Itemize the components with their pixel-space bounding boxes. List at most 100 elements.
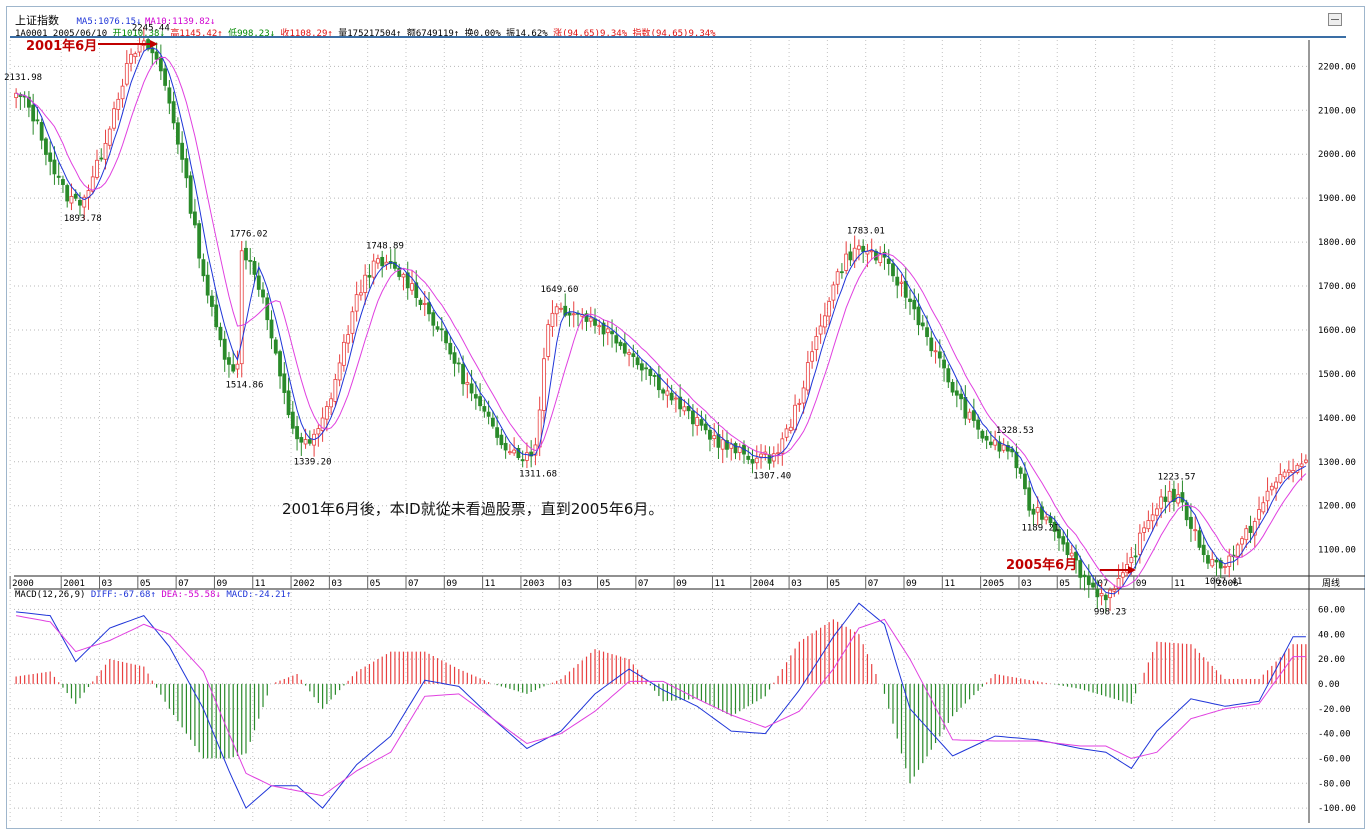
candle-body xyxy=(1142,527,1147,533)
candle-body xyxy=(303,439,308,445)
time-axis-label: 2000 xyxy=(12,579,34,589)
macd-tick-label: 40.00 xyxy=(1318,630,1345,640)
candle-body xyxy=(1261,502,1266,513)
candle-body xyxy=(588,317,593,322)
close-value: 收1108.29↑ xyxy=(280,29,333,39)
time-axis-label: 05 xyxy=(600,579,611,589)
time-axis-label: 07 xyxy=(408,579,419,589)
candle-body xyxy=(290,411,295,429)
candle-body xyxy=(950,381,955,393)
price-tick-label: 1100.00 xyxy=(1318,546,1356,556)
candle-body xyxy=(380,256,385,267)
candle-body xyxy=(1163,496,1168,502)
price-point-label: 1339.20 xyxy=(294,458,332,468)
candle-body xyxy=(891,263,895,277)
candle-body xyxy=(1303,459,1308,463)
candle-body xyxy=(444,330,448,344)
candle-body xyxy=(788,426,793,431)
candle-body xyxy=(1006,444,1010,452)
candle-body xyxy=(490,417,495,427)
candle-body xyxy=(299,437,304,443)
candle-body xyxy=(1099,593,1104,597)
candle-body xyxy=(929,337,934,352)
candle-body xyxy=(133,53,138,58)
candle-body xyxy=(26,96,31,108)
candle-body xyxy=(899,281,904,284)
candle-body xyxy=(329,398,334,408)
candle-body xyxy=(1269,485,1274,491)
price-tick-label: 2100.00 xyxy=(1318,106,1356,116)
candle-body xyxy=(95,159,99,178)
candle-body xyxy=(933,350,938,353)
macd-tick-label: -80.00 xyxy=(1318,779,1351,789)
candle-body xyxy=(163,68,168,86)
candle-body xyxy=(124,63,129,85)
candle-body xyxy=(831,284,836,301)
candle-body xyxy=(567,312,572,316)
candle-body xyxy=(201,259,206,277)
candle-body xyxy=(1129,557,1134,564)
candle-body xyxy=(439,328,444,331)
candle-body xyxy=(920,322,925,327)
candle-body xyxy=(52,159,57,175)
candle-body xyxy=(1061,536,1066,545)
candle-body xyxy=(584,313,589,322)
candle-body xyxy=(154,51,159,60)
candle-body xyxy=(797,402,802,405)
candle-body xyxy=(384,261,389,265)
candle-body xyxy=(282,373,287,393)
candle-body xyxy=(1023,473,1027,490)
candle-body xyxy=(239,250,244,365)
candle-body xyxy=(861,245,866,252)
candle-body xyxy=(946,368,951,383)
price-tick-label: 1200.00 xyxy=(1318,502,1356,512)
candle-body xyxy=(405,272,410,289)
volume-value: 量175217504↑ xyxy=(338,29,402,39)
ma5-readout: MA5:1076.15↓ xyxy=(76,17,142,27)
macd-dea-line xyxy=(16,615,1306,797)
candle-body xyxy=(473,394,478,399)
time-axis-label: 11 xyxy=(1174,579,1185,589)
candle-body xyxy=(495,427,500,438)
candle-body xyxy=(273,339,278,354)
time-axis-label: 11 xyxy=(255,579,266,589)
price-point-label: 1067.41 xyxy=(1204,577,1242,587)
candle-body xyxy=(188,175,193,214)
candle-body xyxy=(1065,542,1070,556)
candle-body xyxy=(1078,560,1083,578)
high-value: 高1145.42↑ xyxy=(170,29,223,39)
candle-body xyxy=(337,362,342,381)
candle-body xyxy=(563,305,568,316)
time-axis-label: 07 xyxy=(1098,579,1109,589)
time-axis-label: 2001 xyxy=(63,579,85,589)
price-point-label: 1223.57 xyxy=(1158,472,1196,482)
candle-body xyxy=(1265,490,1270,502)
price-point-label: 1189.21 xyxy=(1021,523,1059,533)
candle-body xyxy=(1227,555,1232,567)
candle-body xyxy=(456,362,461,365)
candle-body xyxy=(1082,574,1087,578)
candle-body xyxy=(699,419,704,426)
macd-tick-label: 0.00 xyxy=(1318,680,1340,690)
candle-body xyxy=(912,299,917,310)
candle-body xyxy=(499,434,504,446)
time-axis-label: 03 xyxy=(791,579,802,589)
time-axis-label: 11 xyxy=(714,579,725,589)
candle-body xyxy=(129,53,133,64)
window-toggle-icon[interactable] xyxy=(1328,13,1342,26)
candle-body xyxy=(427,302,431,315)
candle-body xyxy=(682,406,687,412)
candle-body xyxy=(167,87,172,104)
index-change-value: 指数(94.65)9.34% xyxy=(632,29,716,39)
candle-body xyxy=(546,324,551,357)
candle-body xyxy=(1218,560,1223,569)
candle-body xyxy=(997,441,1002,452)
candle-body xyxy=(78,199,82,206)
candle-body xyxy=(1180,492,1185,503)
candle-body xyxy=(214,304,219,328)
candle-body xyxy=(1235,544,1240,557)
candle-body xyxy=(622,343,627,354)
macd-tick-label: 20.00 xyxy=(1318,655,1345,665)
candle-body xyxy=(737,446,742,453)
